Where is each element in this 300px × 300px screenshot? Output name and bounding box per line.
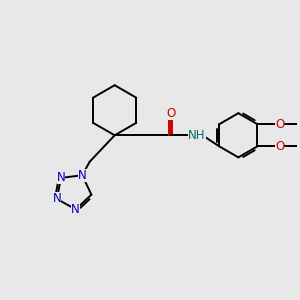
Text: N: N [52, 193, 61, 206]
Text: O: O [275, 118, 284, 131]
Text: N: N [78, 169, 87, 182]
Text: O: O [275, 140, 284, 153]
Text: NH: NH [188, 129, 206, 142]
Text: N: N [71, 203, 80, 216]
Text: N: N [57, 171, 65, 184]
Text: O: O [166, 107, 175, 120]
